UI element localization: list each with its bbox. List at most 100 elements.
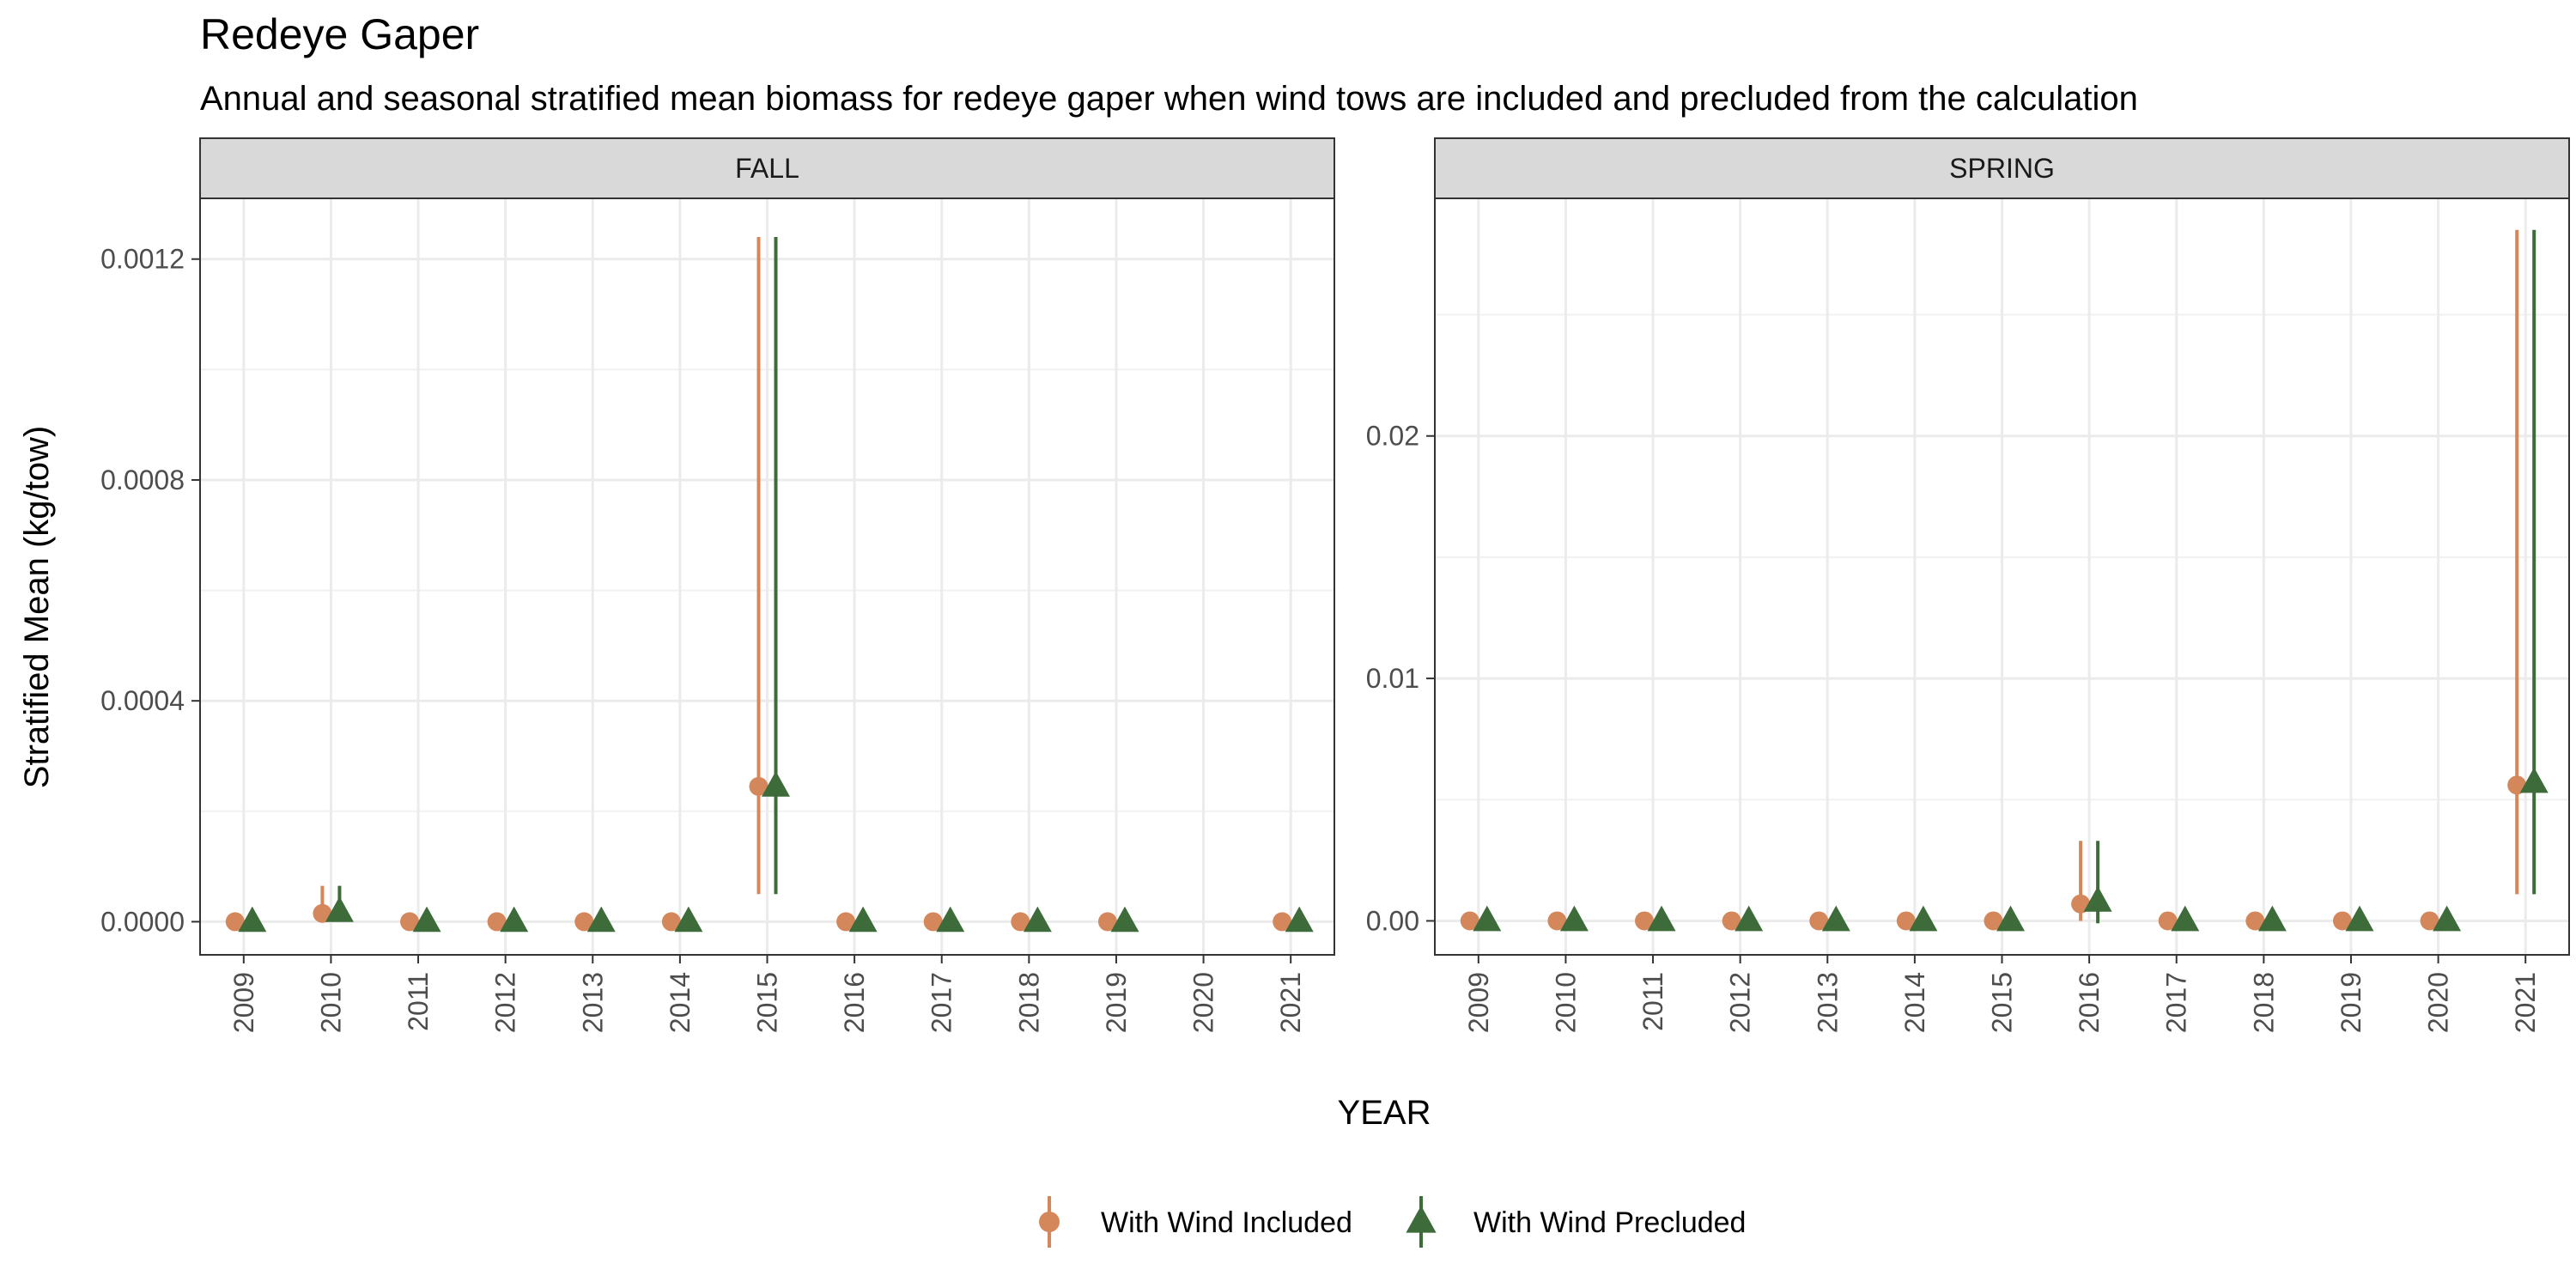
data-point xyxy=(848,906,878,933)
x-tick-label: 2015 xyxy=(752,972,783,1033)
x-tick-label: 2010 xyxy=(1550,972,1581,1033)
y-axis-label: Stratified Mean (kg/tow) xyxy=(18,426,56,788)
data-point xyxy=(325,896,354,922)
data-point xyxy=(661,912,681,932)
x-tick-label: 2021 xyxy=(2510,972,2541,1033)
x-tick-label: 2009 xyxy=(228,972,259,1033)
data-point xyxy=(2171,905,2200,932)
data-point xyxy=(1635,911,1655,931)
x-tick-label: 2017 xyxy=(927,972,957,1033)
data-point xyxy=(586,906,616,933)
data-point xyxy=(2158,911,2178,931)
data-point xyxy=(674,906,703,933)
x-tick-label: 2012 xyxy=(490,972,521,1033)
series-with-wind-precluded xyxy=(1473,229,2549,932)
x-tick-label: 2013 xyxy=(1812,972,1843,1033)
chart-title: Redeye Gaper xyxy=(200,10,479,58)
legend-item-with-wind-precluded: With Wind Precluded xyxy=(1406,1196,1746,1248)
data-point xyxy=(1011,912,1030,932)
data-point xyxy=(500,906,529,933)
x-tick-label: 2009 xyxy=(1463,972,1494,1033)
x-tick-label: 2020 xyxy=(2423,972,2454,1033)
legend-item-with-wind-included: With Wind Included xyxy=(1039,1196,1352,1248)
facet-strip xyxy=(199,137,1335,199)
data-point xyxy=(2332,911,2352,931)
data-point xyxy=(2433,905,2462,932)
x-tick-label: 2011 xyxy=(403,972,434,1031)
data-point xyxy=(313,903,332,923)
data-point xyxy=(1735,905,1764,932)
x-tick-label: 2018 xyxy=(2248,972,2279,1033)
legend: With Wind Included With Wind Precluded xyxy=(1039,1196,1746,1248)
data-point xyxy=(1460,911,1479,931)
data-point xyxy=(836,912,856,932)
y-tick-label: 0.0000 xyxy=(100,906,185,937)
data-point xyxy=(487,912,507,932)
x-tick-label: 2012 xyxy=(1725,972,1756,1033)
facet-strip-label: FALL xyxy=(735,153,799,184)
x-tick-label: 2010 xyxy=(315,972,346,1033)
data-point xyxy=(2083,886,2112,912)
data-point xyxy=(412,906,441,933)
data-point xyxy=(238,906,267,933)
chart-subtitle: Annual and seasonal stratified mean biom… xyxy=(200,80,2138,118)
y-tick-label: 0.01 xyxy=(1366,663,1419,694)
legend-label: With Wind Precluded xyxy=(1473,1206,1746,1239)
facet-strip xyxy=(1434,137,2570,199)
data-point xyxy=(2345,905,2374,932)
data-point xyxy=(2420,911,2439,931)
data-point xyxy=(1273,912,1292,932)
x-tick-label: 2021 xyxy=(1275,972,1306,1033)
data-point xyxy=(1896,911,1916,931)
data-point xyxy=(574,912,594,932)
data-point xyxy=(1547,911,1567,931)
panel-spring: SPRING 0.00 0.01 0.02 2009 2010 2011 2012 2013 20… xyxy=(1366,137,2570,1033)
data-point xyxy=(936,906,965,933)
series-with-wind-included xyxy=(225,237,1292,932)
data-point xyxy=(923,912,943,932)
y-tick-label: 0.0008 xyxy=(100,465,185,495)
data-point xyxy=(1097,912,1117,932)
legend-label: With Wind Included xyxy=(1101,1206,1352,1239)
x-tick-label: 2017 xyxy=(2161,972,2192,1033)
data-point xyxy=(749,776,769,796)
legend-key-marker xyxy=(1406,1205,1437,1233)
series-with-wind-included xyxy=(1460,229,2527,931)
data-point xyxy=(1996,905,2025,932)
legend-key-marker xyxy=(1039,1212,1060,1232)
data-point xyxy=(1559,905,1589,932)
data-point xyxy=(400,912,420,932)
data-point xyxy=(2245,911,2265,931)
series-with-wind-precluded xyxy=(238,237,1314,933)
facet-strip-label: SPRING xyxy=(1949,153,2055,184)
y-tick-label: 0.0004 xyxy=(100,685,185,716)
data-point xyxy=(1023,906,1052,933)
y-tick-label: 0.0012 xyxy=(100,244,185,275)
x-tick-label: 2020 xyxy=(1188,972,1219,1033)
y-tick-label: 0.02 xyxy=(1366,421,1419,452)
x-tick-label: 2014 xyxy=(1899,972,1930,1033)
data-point xyxy=(1821,905,1850,932)
x-axis-label: YEAR xyxy=(1338,1094,1431,1132)
x-tick-label: 2016 xyxy=(2074,972,2105,1033)
data-point xyxy=(1809,911,1829,931)
data-point xyxy=(1909,905,1938,932)
x-tick-label: 2014 xyxy=(665,972,696,1033)
x-tick-label: 2011 xyxy=(1637,972,1668,1031)
data-point xyxy=(1285,906,1314,933)
x-tick-label: 2018 xyxy=(1013,972,1044,1033)
data-point xyxy=(2257,905,2287,932)
data-point xyxy=(2519,767,2549,793)
data-point xyxy=(1647,905,1676,932)
data-point xyxy=(1984,911,2003,931)
data-point xyxy=(762,771,790,797)
x-tick-label: 2016 xyxy=(839,972,870,1033)
x-tick-label: 2015 xyxy=(1987,972,2018,1033)
data-point xyxy=(1722,911,1741,931)
data-point xyxy=(225,912,245,932)
x-tick-label: 2019 xyxy=(1101,972,1132,1033)
y-tick-label: 0.00 xyxy=(1366,905,1419,936)
x-tick-label: 2013 xyxy=(577,972,608,1033)
panel-fall: FALL 0.0000 0.0004 0.0008 0.0012 2009 2010 2011… xyxy=(100,137,1335,1033)
